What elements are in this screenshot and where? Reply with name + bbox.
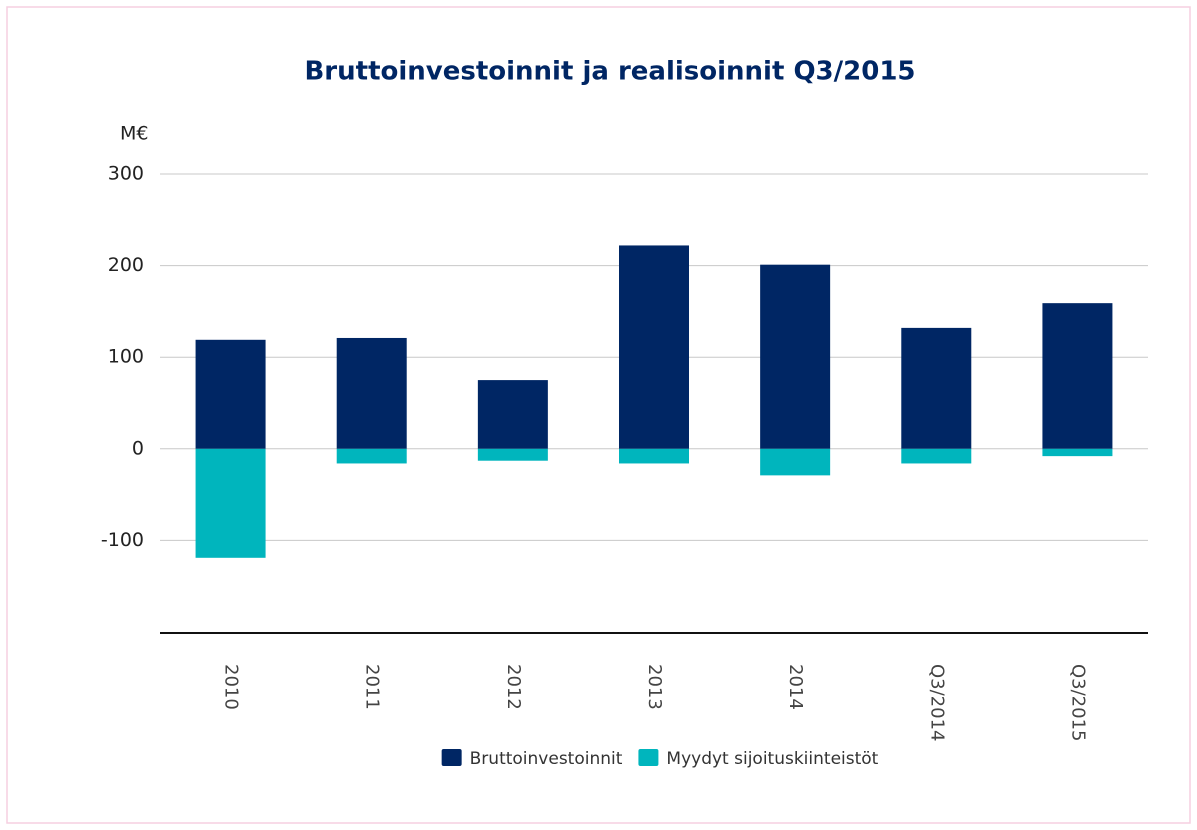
x-tick-label: 2013	[644, 664, 665, 710]
bar	[901, 327, 972, 449]
legend-swatch	[441, 749, 462, 766]
y-tick-label: 200	[108, 254, 144, 276]
bar	[760, 264, 831, 449]
bar	[195, 339, 266, 449]
y-axis-label: M€	[120, 123, 148, 145]
y-tick-label: 100	[108, 346, 144, 368]
bar	[195, 448, 266, 558]
x-tick-label: 2014	[785, 664, 806, 710]
x-tick-label: Q3/2014	[926, 664, 947, 742]
bar	[1042, 448, 1113, 457]
bar	[619, 245, 689, 449]
y-tick-label: 0	[132, 437, 144, 459]
legend-swatch	[638, 749, 659, 766]
bar	[477, 380, 548, 449]
x-tick-label: 2010	[221, 664, 242, 710]
x-tick-label: 2012	[503, 664, 524, 710]
y-tick-label: -100	[101, 529, 144, 551]
bar	[760, 448, 831, 476]
bar	[901, 448, 972, 464]
frame	[6, 6, 1191, 824]
legend-label: Myydyt sijoituskiinteistöt	[666, 749, 878, 769]
bar	[619, 448, 689, 464]
x-tick-label: 2011	[362, 664, 383, 710]
bar	[336, 448, 407, 464]
bar	[1042, 303, 1113, 449]
bar	[336, 337, 407, 449]
chart-title: Bruttoinvestoinnit ja realisoinnit Q3/20…	[304, 57, 915, 87]
y-tick-label: 300	[108, 163, 144, 185]
bar	[477, 448, 548, 461]
x-tick-label: Q3/2015	[1067, 664, 1088, 742]
legend-label: Bruttoinvestoinnit	[470, 749, 623, 769]
